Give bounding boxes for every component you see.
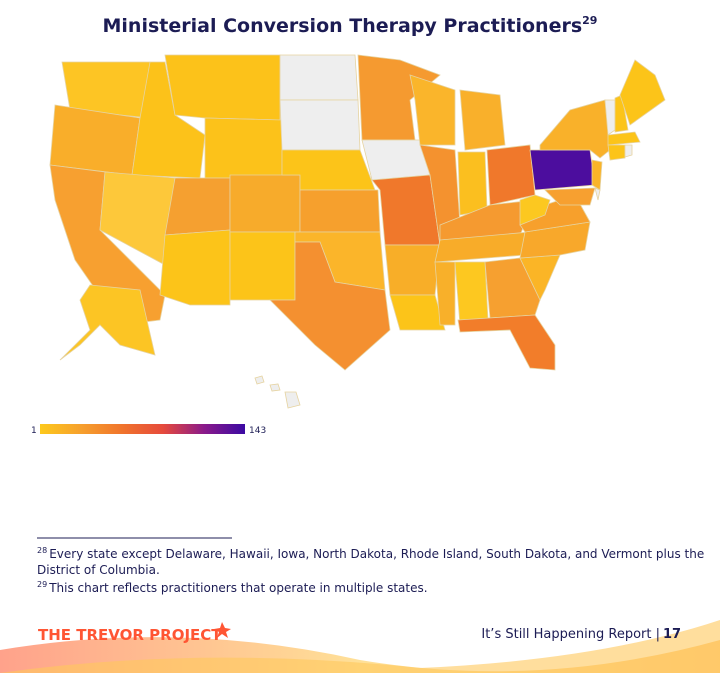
footer-wave xyxy=(0,620,720,673)
region xyxy=(229,231,296,301)
region xyxy=(591,159,603,191)
region xyxy=(614,94,629,133)
region xyxy=(131,61,206,179)
region xyxy=(434,261,456,326)
region xyxy=(594,187,601,201)
region xyxy=(607,144,626,161)
region xyxy=(454,261,489,326)
region xyxy=(164,54,281,121)
region xyxy=(486,144,536,206)
region xyxy=(457,314,556,371)
region xyxy=(229,174,301,233)
map xyxy=(49,54,666,409)
logo-star xyxy=(214,622,231,638)
region xyxy=(624,144,633,158)
colorbar-max: 143 xyxy=(249,426,266,436)
region xyxy=(204,117,283,179)
region xyxy=(361,139,431,181)
region xyxy=(519,194,551,226)
region xyxy=(409,74,456,146)
region xyxy=(59,284,156,361)
footnote: District of Columbia. xyxy=(37,563,160,577)
region xyxy=(544,187,596,206)
region xyxy=(389,294,446,331)
region xyxy=(279,99,361,151)
region xyxy=(159,229,231,306)
colorbar-min: 1 xyxy=(31,426,37,436)
report-title: It’s Still Happening Report | xyxy=(481,627,660,642)
footnote: 29 This chart reflects practitioners that… xyxy=(37,580,428,595)
region xyxy=(539,99,611,159)
region xyxy=(484,257,541,319)
region xyxy=(457,151,488,216)
region xyxy=(459,89,506,151)
region xyxy=(384,244,441,296)
region xyxy=(299,189,381,233)
title: Ministerial Conversion Therapy Practitio… xyxy=(103,14,598,37)
region xyxy=(269,241,391,371)
logo: THE TREVOR PROJECT xyxy=(38,626,222,644)
footnote: 28 Every state except Delaware, Hawaii, I… xyxy=(37,546,704,561)
region xyxy=(607,131,641,146)
region xyxy=(164,177,231,236)
region xyxy=(254,375,301,409)
page-number: 17 xyxy=(663,627,681,642)
region xyxy=(529,149,596,191)
region xyxy=(619,59,666,126)
colorbar xyxy=(40,424,245,434)
region xyxy=(279,54,359,101)
